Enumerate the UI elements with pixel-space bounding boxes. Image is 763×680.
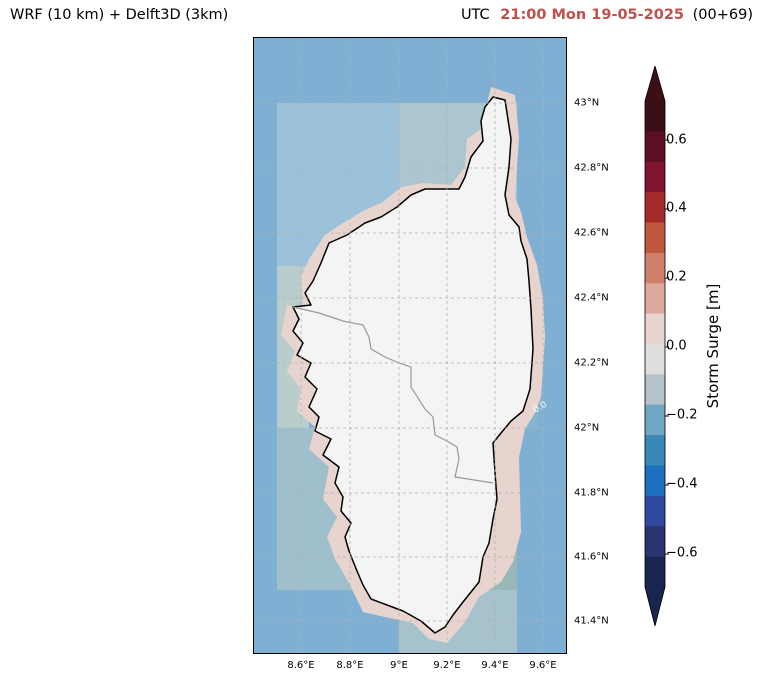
colorbar-extend-min bbox=[645, 587, 665, 626]
colorbar-outline bbox=[644, 66, 666, 626]
valid-time: 21:00 Mon 19-05-2025 bbox=[500, 7, 685, 23]
utc-label: UTC bbox=[460, 7, 490, 23]
colorbar-tick-label: 0.0 bbox=[666, 338, 687, 354]
lon-tick-label: 8.6°E bbox=[287, 660, 315, 671]
colorbar-segment bbox=[645, 101, 665, 132]
lon-tick-label: 9°E bbox=[390, 660, 408, 671]
colorbar-segment bbox=[645, 344, 665, 375]
colorbar-segment bbox=[645, 495, 665, 527]
colorbar-tick-label: −0.4 bbox=[666, 476, 698, 492]
colorbar-segment bbox=[645, 283, 665, 315]
colorbar-tick-label: −0.2 bbox=[666, 407, 698, 423]
colorbar-segment bbox=[645, 222, 665, 254]
colorbar-segment bbox=[645, 161, 665, 193]
colorbar-segment bbox=[645, 404, 665, 436]
lead-time: (00+69) bbox=[692, 7, 753, 23]
colorbar-tick-label: −0.6 bbox=[666, 545, 698, 561]
lat-tick-label: 41.8°N bbox=[574, 487, 609, 499]
colorbar-label: Storm Surge [m] bbox=[704, 283, 722, 409]
colorbar-segment bbox=[645, 252, 665, 284]
storm-surge-colorbar bbox=[644, 66, 669, 626]
lat-tick-label: 41.4°N bbox=[574, 615, 609, 627]
lat-tick-label: 43°N bbox=[574, 97, 600, 109]
colorbar-segment bbox=[645, 435, 665, 466]
storm-surge-map: 0.0 bbox=[253, 37, 567, 654]
lat-tick-label: 42.4°N bbox=[574, 292, 609, 304]
lat-tick-label: 41.6°N bbox=[574, 551, 609, 563]
corsica-land bbox=[292, 96, 534, 634]
lat-tick-label: 42.2°N bbox=[574, 357, 609, 369]
regional-border bbox=[292, 306, 494, 484]
colorbar-segment bbox=[645, 374, 665, 406]
lon-tick-label: 8.8°E bbox=[336, 660, 364, 671]
lon-tick-label: 9.4°E bbox=[481, 660, 509, 671]
map-frame bbox=[253, 37, 567, 654]
lat-tick-label: 42.6°N bbox=[574, 227, 609, 239]
colorbar-extend-max bbox=[645, 66, 665, 101]
lat-tick-label: 42°N bbox=[574, 422, 600, 434]
colorbar-segment bbox=[645, 313, 665, 345]
colorbar-tick-label: 0.2 bbox=[666, 269, 687, 285]
lat-tick-label: 42.8°N bbox=[574, 162, 609, 174]
valid-time-header: UTC 21:00 Mon 19-05-2025 (00+69) bbox=[461, 7, 753, 23]
colorbar-segment bbox=[645, 131, 665, 163]
colorbar-tick-label: 0.4 bbox=[666, 200, 687, 216]
colorbar-segment bbox=[645, 526, 665, 558]
map-title: WRF (10 km) + Delft3D (3km) bbox=[10, 7, 229, 23]
lon-tick-label: 9.2°E bbox=[433, 660, 461, 671]
lon-tick-label: 9.6°E bbox=[529, 660, 557, 671]
colorbar-segment bbox=[645, 556, 665, 588]
colorbar-segment bbox=[645, 192, 665, 223]
colorbar-tick-label: 0.6 bbox=[666, 132, 687, 148]
graticule bbox=[253, 37, 567, 654]
colorbar-segment bbox=[645, 465, 665, 497]
